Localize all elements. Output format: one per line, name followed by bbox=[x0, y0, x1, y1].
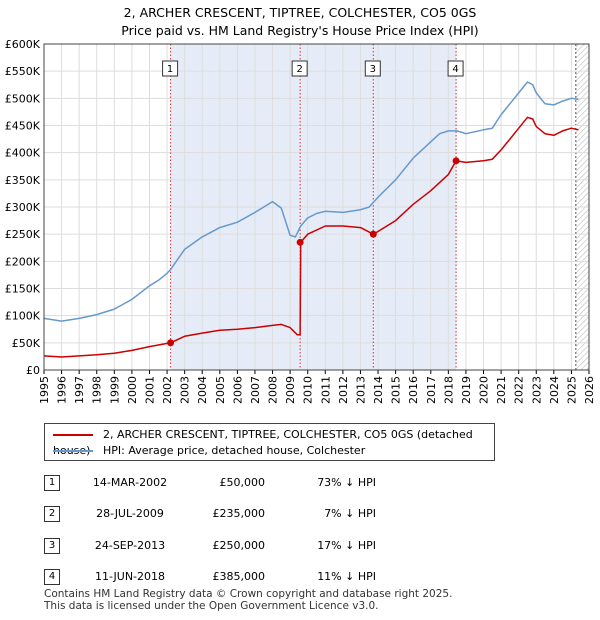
x-tick-label: 2025 bbox=[565, 376, 578, 404]
table-row: 2 28-JUL-2009 £235,000 7% ↓ HPI bbox=[40, 504, 560, 524]
sale-price: £235,000 bbox=[212, 507, 266, 520]
sale-hpi-diff: 7% ↓ HPI bbox=[324, 507, 376, 520]
sale-point bbox=[167, 339, 175, 347]
title-line-1: 2, ARCHER CRESCENT, TIPTREE, COLCHESTER,… bbox=[123, 5, 477, 20]
legend: 2, ARCHER CRESCENT, TIPTREE, COLCHESTER,… bbox=[44, 423, 495, 461]
y-tick-label: £300K bbox=[5, 201, 41, 214]
sale-number-box bbox=[364, 60, 381, 77]
x-tick-label: 1997 bbox=[73, 376, 86, 404]
table-row: 3 24-SEP-2013 £250,000 17% ↓ HPI bbox=[40, 536, 560, 556]
x-tick-label: 2006 bbox=[231, 376, 244, 404]
sale-hpi-diff: 11% ↓ HPI bbox=[317, 570, 376, 583]
sale-number-label: 3 bbox=[370, 64, 376, 75]
x-tick-label: 2002 bbox=[161, 376, 174, 404]
sale-number-box bbox=[291, 60, 308, 77]
x-tick-label: 2001 bbox=[143, 376, 156, 404]
y-tick-label: £200K bbox=[5, 255, 41, 268]
sale-date: 28-JUL-2009 bbox=[96, 507, 164, 520]
hpi-line-swatch bbox=[53, 450, 93, 452]
legend-label-property: 2, ARCHER CRESCENT, TIPTREE, COLCHESTER,… bbox=[53, 428, 473, 457]
sale-point bbox=[296, 238, 304, 246]
footer-attribution: Contains HM Land Registry data © Crown c… bbox=[44, 588, 452, 612]
sale-point bbox=[369, 230, 377, 238]
x-tick-label: 1999 bbox=[108, 376, 121, 404]
x-tick-label: 2010 bbox=[302, 376, 315, 404]
x-tick-label: 2008 bbox=[267, 376, 280, 404]
x-tick-label: 2004 bbox=[196, 376, 209, 404]
sale-number-badge: 3 bbox=[44, 538, 60, 554]
property-line-swatch bbox=[53, 434, 93, 436]
sale-number-label: 4 bbox=[452, 64, 458, 75]
legend-entry-property: 2, ARCHER CRESCENT, TIPTREE, COLCHESTER,… bbox=[53, 427, 494, 457]
footer-line-1: Contains HM Land Registry data © Crown c… bbox=[44, 588, 453, 600]
x-tick-label: 2016 bbox=[407, 376, 420, 404]
x-tick-label: 2017 bbox=[425, 376, 438, 404]
x-tick-label: 1996 bbox=[56, 376, 69, 404]
sale-price: £250,000 bbox=[212, 539, 266, 552]
table-row: 4 11-JUN-2018 £385,000 11% ↓ HPI bbox=[40, 567, 560, 587]
sale-hpi-diff: 73% ↓ HPI bbox=[317, 476, 376, 489]
plot-frame bbox=[43, 43, 590, 371]
x-tick-label: 2020 bbox=[478, 376, 491, 404]
y-tick-label: £350K bbox=[5, 174, 41, 187]
sale-number-badge: 1 bbox=[44, 475, 60, 491]
x-tick-label: 2005 bbox=[214, 376, 227, 404]
y-tick-label: £250K bbox=[5, 228, 41, 241]
y-tick-label: £0 bbox=[26, 364, 40, 377]
y-tick-label: £150K bbox=[5, 283, 41, 296]
sale-date: 14-MAR-2002 bbox=[92, 476, 168, 489]
x-tick-label: 2011 bbox=[319, 376, 332, 404]
sale-hpi-diff: 17% ↓ HPI bbox=[317, 539, 376, 552]
x-tick-label: 2019 bbox=[460, 376, 473, 404]
sale-number-label: 2 bbox=[296, 64, 302, 75]
x-tick-label: 2012 bbox=[337, 376, 350, 404]
sale-number-box bbox=[447, 60, 464, 77]
price-chart: £0 £50K £100K £150K £200K £250K £300K £350K £400… bbox=[5, 38, 596, 404]
chart-title: 2, ARCHER CRESCENT, TIPTREE, COLCHESTER,… bbox=[0, 4, 600, 40]
property-series-line bbox=[43, 116, 579, 358]
x-tick-label: 2015 bbox=[390, 376, 403, 404]
x-tick-label: 2021 bbox=[495, 376, 508, 404]
sale-date: 11-JUN-2018 bbox=[94, 570, 166, 583]
x-tick-label: 2018 bbox=[442, 376, 455, 404]
x-tick-label: 2000 bbox=[126, 376, 139, 404]
sale-price: £50,000 bbox=[219, 476, 266, 489]
title-line-2: Price paid vs. HM Land Registry's House … bbox=[121, 23, 479, 38]
y-tick-label: £500K bbox=[5, 92, 41, 105]
y-tick-label: £550K bbox=[5, 65, 41, 78]
sale-number-badge: 4 bbox=[44, 569, 60, 585]
sale-price: £385,000 bbox=[212, 570, 266, 583]
y-tick-label: £450K bbox=[5, 120, 41, 133]
sale-number-badge: 2 bbox=[44, 506, 60, 522]
x-tick-label: 2003 bbox=[179, 376, 192, 404]
sale-number-label: 1 bbox=[167, 64, 173, 75]
y-tick-label: £400K bbox=[5, 147, 41, 160]
y-tick-label: £600K bbox=[5, 38, 41, 51]
x-tick-label: 1995 bbox=[38, 376, 51, 404]
y-tick-label: £100K bbox=[5, 310, 41, 323]
x-tick-label: 2013 bbox=[354, 376, 367, 404]
legend-entry-hpi: HPI: Average price, detached house, Colc… bbox=[53, 443, 365, 459]
sale-point bbox=[452, 157, 460, 165]
y-tick-label: £50K bbox=[12, 337, 41, 350]
x-tick-label: 2022 bbox=[513, 376, 526, 404]
x-tick-label: 2009 bbox=[284, 376, 297, 404]
sale-date: 24-SEP-2013 bbox=[94, 539, 166, 552]
x-tick-label: 2024 bbox=[548, 376, 561, 404]
sale-number-box bbox=[162, 60, 179, 77]
x-tick-label: 2007 bbox=[249, 376, 262, 404]
x-tick-label: 2014 bbox=[372, 376, 385, 404]
x-tick-label: 2026 bbox=[583, 376, 596, 404]
footer-line-2: This data is licensed under the Open Gov… bbox=[44, 600, 379, 612]
hpi-series-line bbox=[43, 81, 579, 322]
legend-label-hpi: HPI: Average price, detached house, Colc… bbox=[103, 444, 366, 457]
x-tick-label: 1998 bbox=[91, 376, 104, 404]
table-row: 1 14-MAR-2002 £50,000 73% ↓ HPI bbox=[40, 473, 560, 493]
x-tick-label: 2023 bbox=[530, 376, 543, 404]
